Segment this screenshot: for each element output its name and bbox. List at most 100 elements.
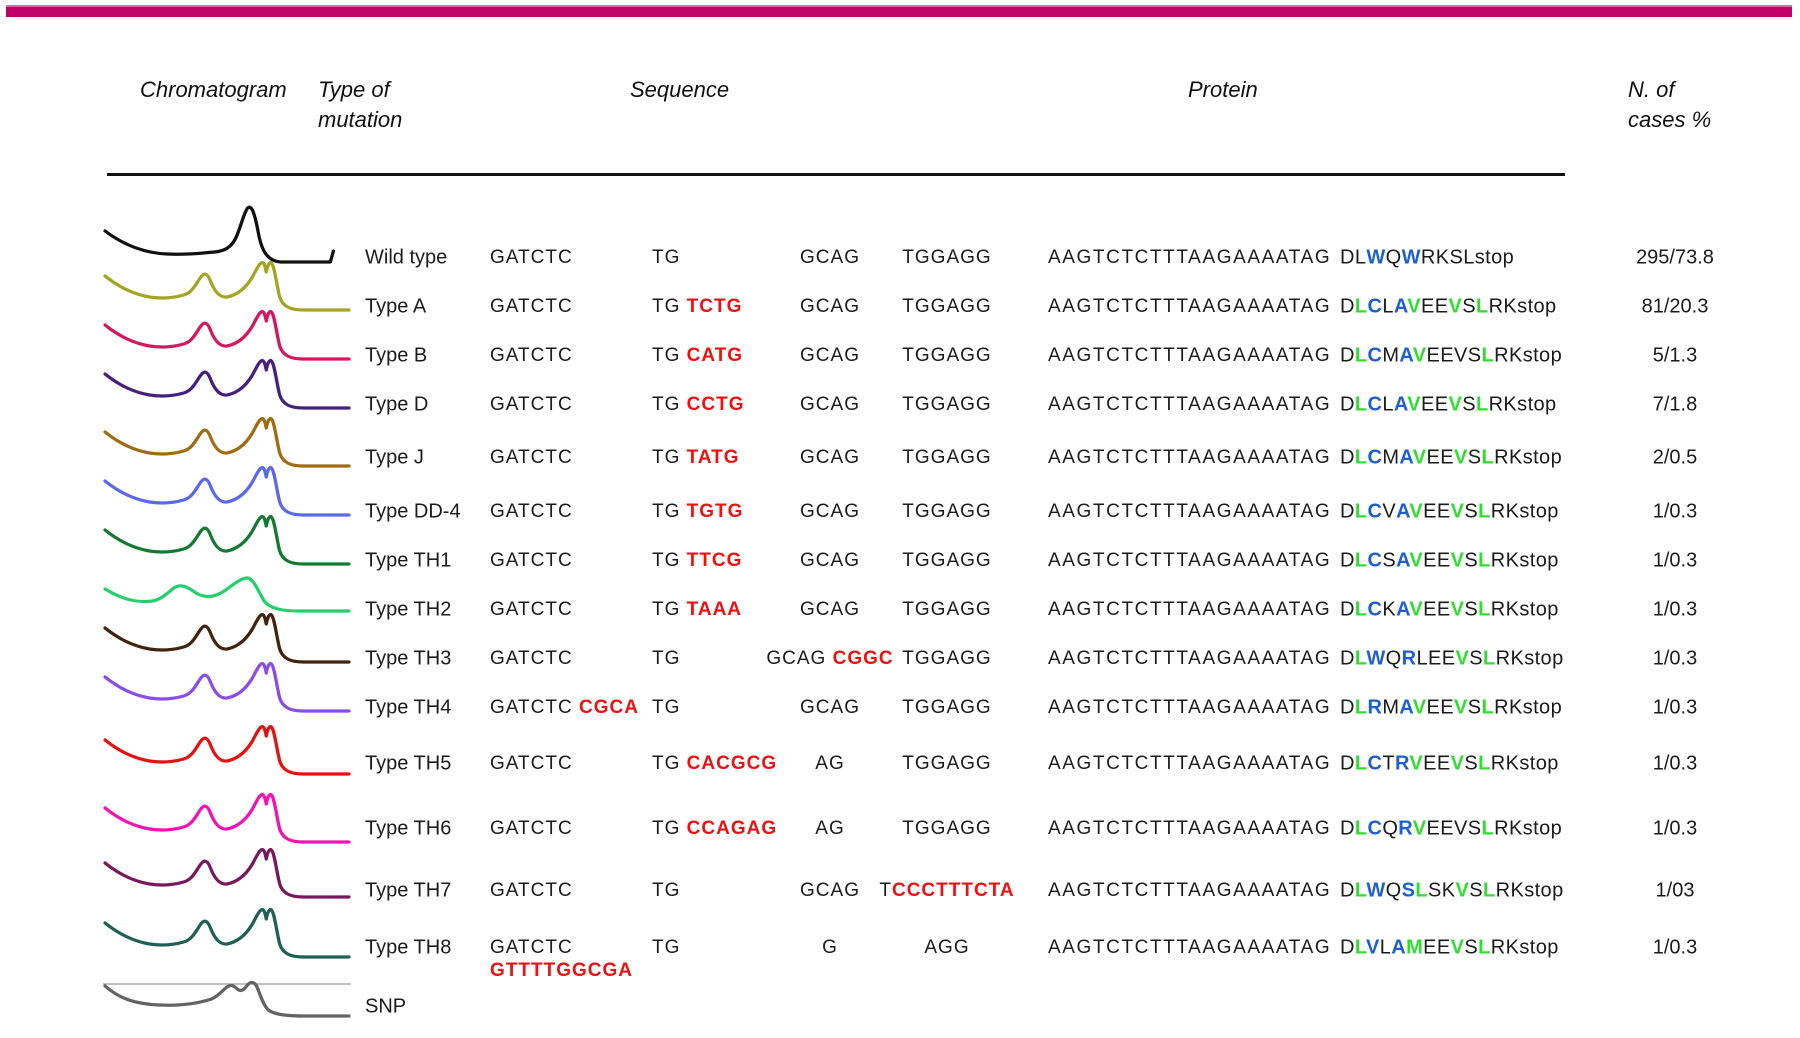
protein-sequence: DLCTRVEEVSLRKstop — [1340, 752, 1559, 775]
header-rule — [107, 173, 1565, 176]
chromatogram-trace — [103, 661, 351, 713]
protein-residue: K — [1505, 500, 1520, 522]
sequence-cell-3: GCAG — [755, 550, 905, 572]
mutation-type-label: Type A — [365, 295, 427, 317]
protein-residue: C — [1367, 295, 1383, 317]
protein-residue: V — [1453, 696, 1468, 718]
sequence-cell-3: G — [755, 937, 905, 959]
sequence-text: AAGTCTCTTTAAGAAAATAG — [1048, 447, 1332, 468]
sequence-cell-1: GATCTC — [490, 818, 573, 840]
sequence-text: AAGTCTCTTTAAGAAAATAG — [1048, 879, 1332, 901]
mutation-type-label: Type DD-4 — [365, 500, 461, 522]
sequence-text: AAGTCTCTTTAAGAAAATAG — [1048, 500, 1332, 522]
sequence-text: TGGAGG — [902, 696, 992, 718]
sequence-text: TGGAGG — [902, 818, 992, 839]
protein-residue: V — [1365, 936, 1380, 959]
protein-sequence: DLCSAVEEVSLRKstop — [1340, 549, 1559, 572]
protein-residue: V — [1450, 752, 1465, 774]
sequence-text: GCAG — [800, 696, 860, 718]
sequence-text: AG — [815, 818, 845, 839]
mutation-type-label: Type J — [365, 446, 424, 469]
sequence-text: GCAG — [800, 598, 860, 620]
sequence-cell-3: GCAG — [755, 345, 905, 367]
protein-residue: D — [1340, 549, 1355, 571]
column-header-protein: Protein — [1188, 77, 1258, 102]
protein-residue: stop — [1517, 393, 1557, 415]
protein-residue: R — [1490, 752, 1506, 774]
sequence-text: TG — [652, 500, 681, 522]
protein-residue: K — [1505, 598, 1520, 620]
protein-residue: R — [1367, 696, 1383, 718]
protein-residue: V — [1412, 696, 1427, 718]
protein-residue: A — [1399, 344, 1413, 366]
chromatogram-trace — [103, 514, 351, 566]
protein-residue: E — [1436, 752, 1451, 774]
sequence-cell-1: GATCTC CGCA — [490, 697, 639, 719]
sequence-cell-3: AG — [755, 753, 905, 775]
mutation-type-label: Type TH4 — [365, 696, 452, 718]
protein-residue: R — [1420, 246, 1436, 268]
protein-residue: L — [1481, 344, 1495, 366]
cases-value: 81/20.3 — [1641, 295, 1709, 317]
protein-residue: A — [1396, 500, 1410, 522]
cases-value: 1/0.3 — [1652, 752, 1698, 774]
sequence-text: TG — [652, 549, 681, 571]
table-row: Type TH4 GATCTC CGCA TG GCAG TGGAGG AAGTCTCTT… — [0, 661, 1800, 732]
protein-residue: E — [1423, 752, 1437, 774]
column-header-n-of-cases: N. of cases % — [1628, 77, 1712, 132]
protein-residue: L — [1475, 393, 1489, 415]
column-header-type-of-mutation: Type of mutation — [318, 77, 403, 132]
protein-residue: E — [1426, 696, 1441, 718]
protein-residue: E — [1440, 696, 1454, 718]
protein-residue: R — [1494, 696, 1509, 718]
protein-residue: D — [1340, 936, 1355, 959]
chromatogram-trace — [103, 847, 351, 899]
protein-residue: E — [1423, 500, 1437, 522]
sequence-cell-3: GCAG — [755, 697, 905, 719]
sequence-cell-5: AAGTCTCTTTAAGAAAATAG — [1048, 345, 1331, 367]
protein-residue: L — [1354, 393, 1368, 415]
protein-residue: L — [1482, 879, 1496, 901]
protein-residue: S — [1467, 344, 1482, 366]
protein-residue: L — [1478, 598, 1491, 620]
sequence-cell-3: AG — [755, 818, 905, 840]
sequence-cell-4: TCCCTTTCTA — [872, 880, 1022, 902]
protein-sequence: DLCLAVEEVSLRKstop — [1340, 393, 1557, 416]
sequence-text: TGGAGG — [902, 447, 992, 468]
sequence-cell-5: AAGTCTCTTTAAGAAAATAG — [1048, 501, 1331, 523]
protein-residue: L — [1463, 246, 1475, 268]
sequence-cell-4: TGGAGG — [872, 447, 1022, 469]
sequence-cell-3: GCAG — [755, 501, 905, 523]
protein-residue: M — [1382, 696, 1400, 718]
protein-residue: L — [1354, 936, 1366, 959]
protein-residue: S — [1469, 879, 1483, 901]
protein-residue: stop — [1519, 936, 1559, 959]
protein-residue: L — [1354, 246, 1367, 268]
sequence-cell-4: TGGAGG — [872, 818, 1022, 840]
protein-residue: L — [1481, 446, 1495, 469]
protein-residue: D — [1340, 696, 1355, 718]
protein-sequence: DLCQRVEEVSLRKstop — [1340, 818, 1562, 841]
protein-residue: E — [1426, 446, 1441, 469]
chromatogram-trace — [103, 980, 351, 1018]
sequence-cell-2: TG — [652, 697, 680, 719]
sequence-cell-5: AAGTCTCTTTAAGAAAATAG — [1048, 394, 1331, 416]
protein-residue: R — [1488, 393, 1504, 415]
protein-residue: stop — [1524, 879, 1564, 901]
sequence-cell-1: GATCTC — [490, 247, 573, 269]
protein-residue: K — [1503, 393, 1518, 415]
protein-residue: K — [1382, 598, 1397, 620]
sequence-cell-2: TG — [652, 880, 680, 902]
sequence-text: TG — [652, 393, 681, 415]
chromatogram-trace — [103, 416, 351, 468]
protein-residue: D — [1340, 817, 1355, 840]
sequence-cell-1: GATCTC GTTTTGGCGA — [490, 937, 632, 981]
sequence-text: GCAG — [800, 500, 860, 522]
protein-residue: V — [1409, 598, 1424, 620]
protein-residue: L — [1354, 549, 1368, 571]
protein-residue: E — [1426, 344, 1441, 366]
sequence-cell-5: AAGTCTCTTTAAGAAAATAG — [1048, 937, 1331, 959]
protein-residue: R — [1494, 446, 1509, 469]
sequence-insert: GTTTTGGCGA — [490, 960, 633, 981]
protein-residue: V — [1450, 549, 1465, 571]
